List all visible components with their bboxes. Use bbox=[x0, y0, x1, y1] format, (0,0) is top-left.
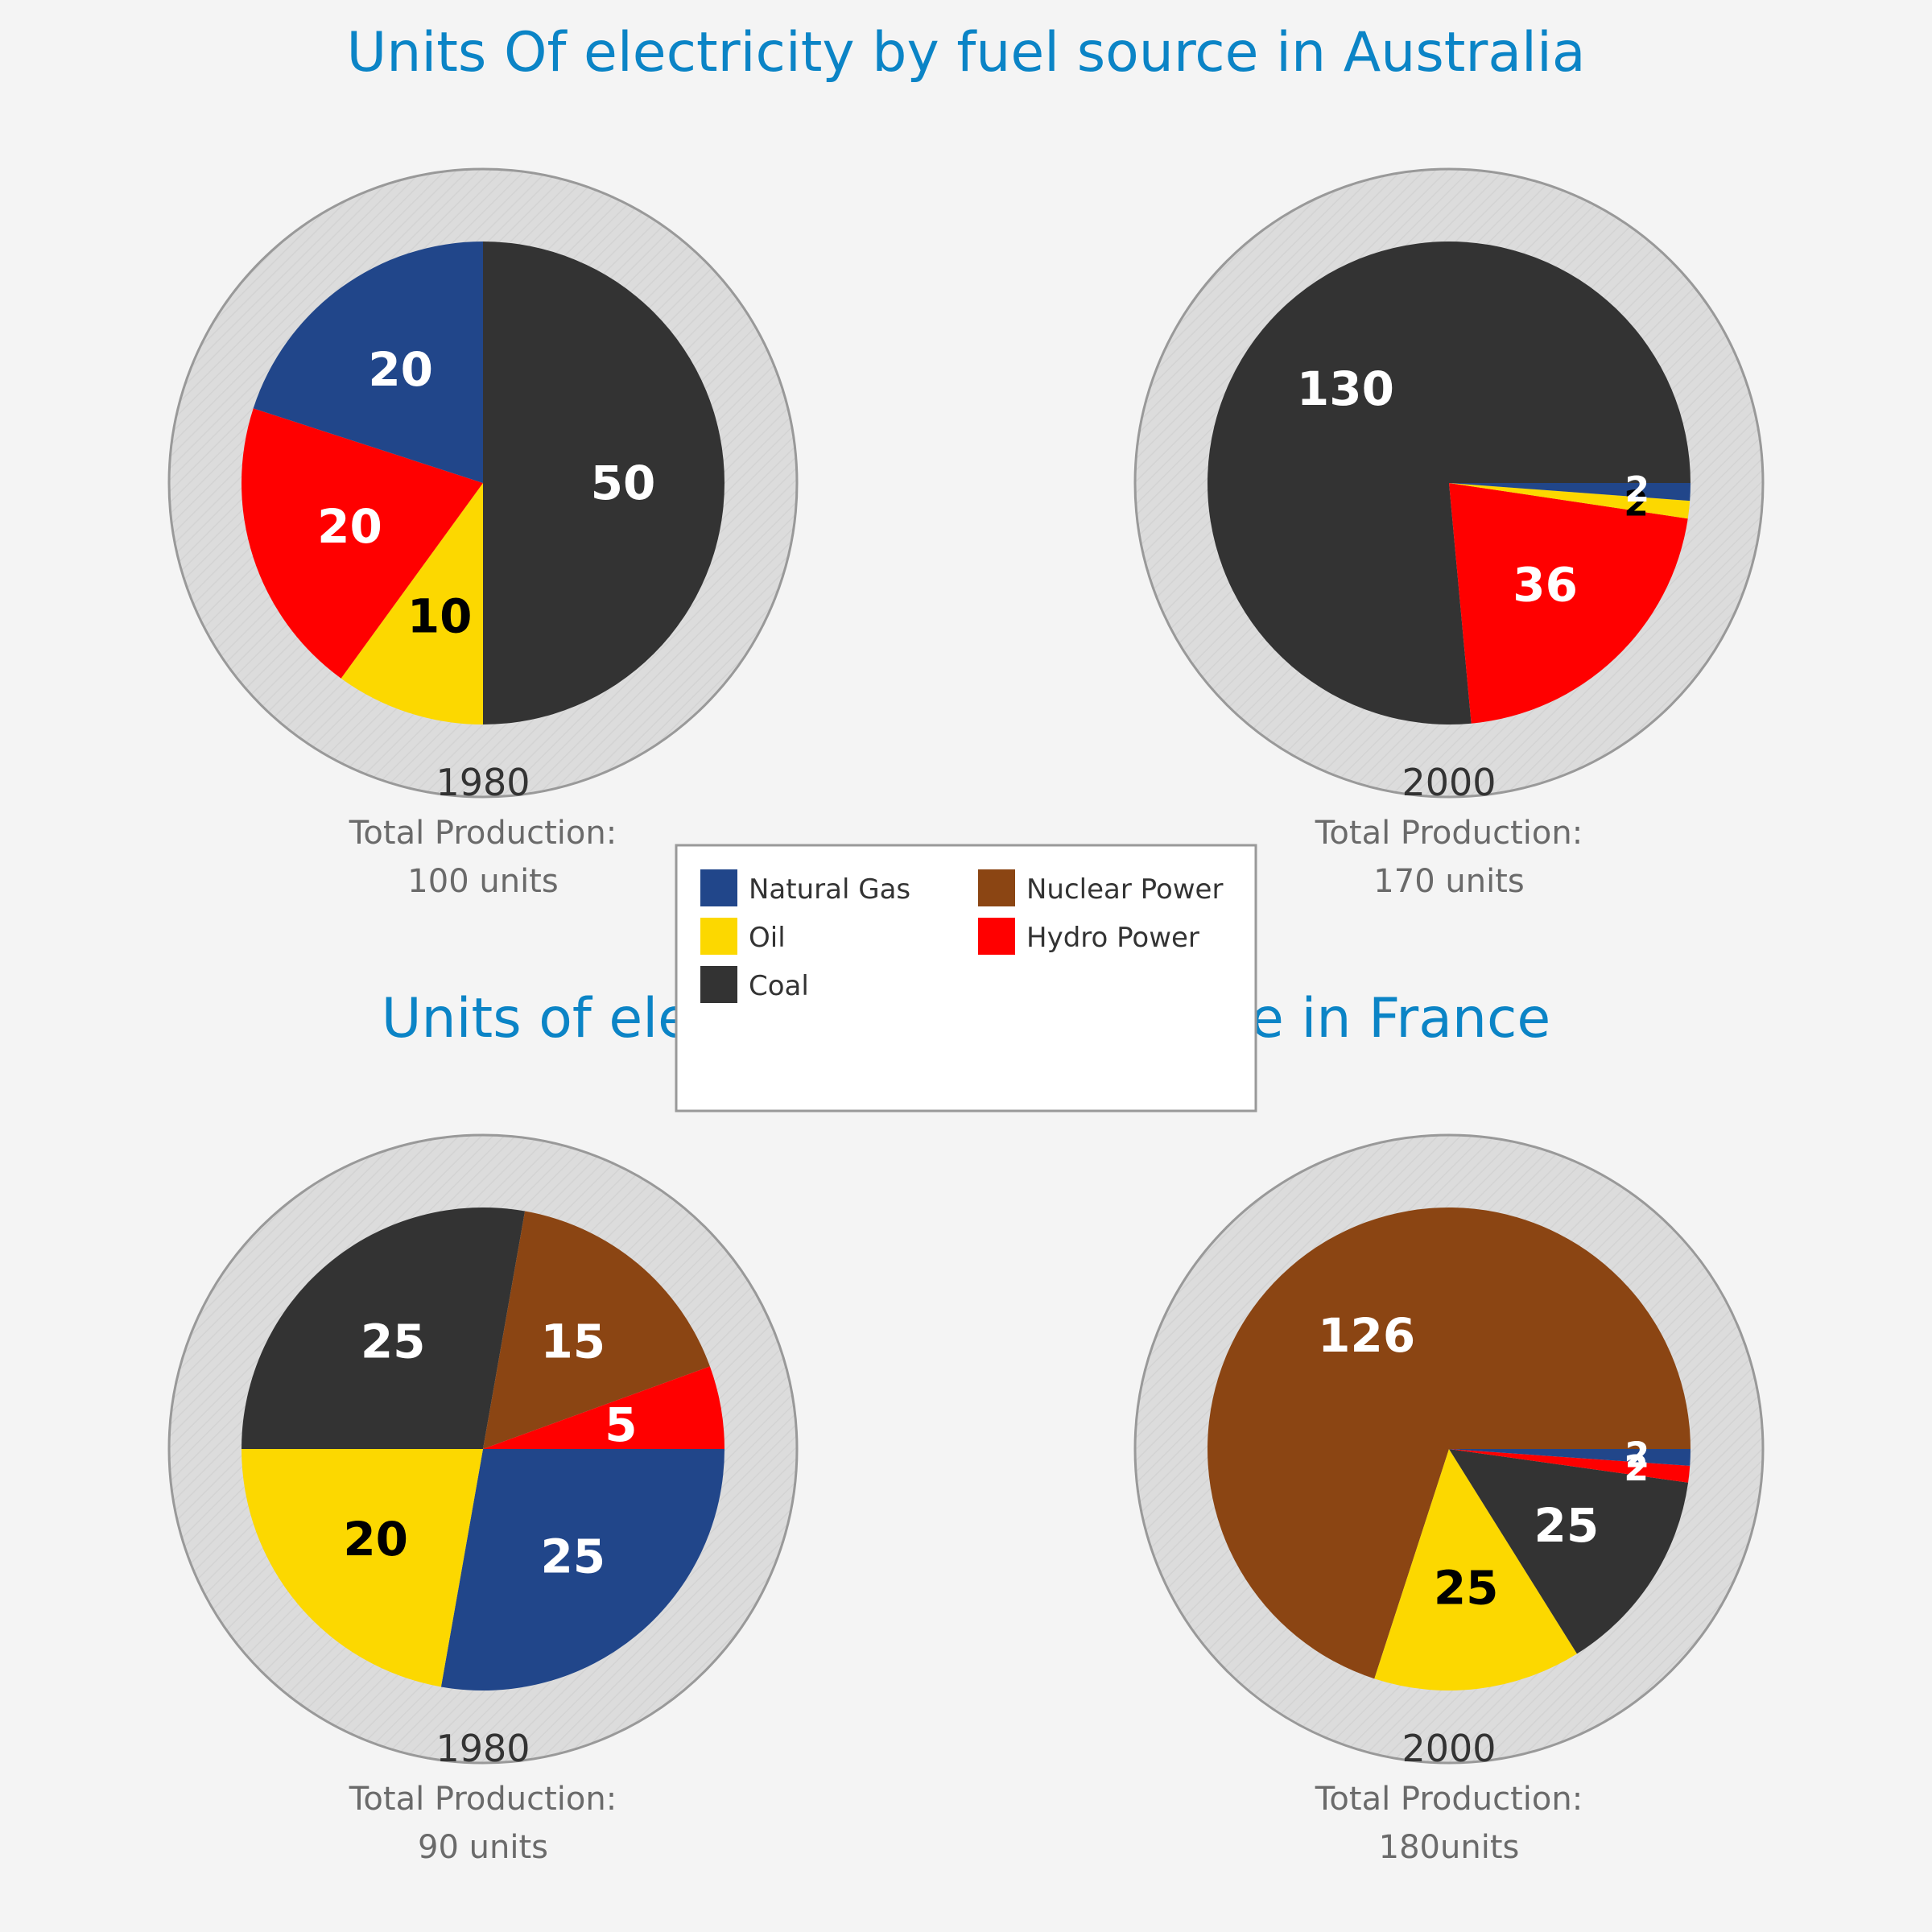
slice-nuclear-power bbox=[483, 1211, 710, 1449]
pie-year-label: 2000 bbox=[1402, 1727, 1496, 1770]
slice-oil bbox=[1449, 483, 1690, 519]
slice-hydro-power bbox=[1449, 483, 1688, 724]
pie-year-label: 2000 bbox=[1402, 761, 1496, 804]
slice-natural-gas bbox=[1449, 1449, 1690, 1466]
slice-label-oil: 10 bbox=[407, 589, 473, 644]
slice-label-natural-gas: 20 bbox=[368, 342, 433, 397]
total-production-label: 180units bbox=[1379, 1829, 1520, 1866]
slice-coal bbox=[1449, 1449, 1689, 1654]
total-production-label: Total Production: bbox=[1315, 815, 1583, 852]
pie-australia-2000: 130 36 22 2000 Total Production: 170 units bbox=[1133, 167, 1765, 900]
pie-year-label: 1980 bbox=[436, 1727, 530, 1770]
slice-label-hydro-power: 5 bbox=[605, 1397, 637, 1452]
legend-item-nuclear-power: Nuclear Power bbox=[978, 869, 1223, 906]
total-production-label: Total Production: bbox=[1315, 1781, 1583, 1818]
slice-label-nuclear-power: 126 bbox=[1318, 1308, 1415, 1363]
legend-swatch bbox=[700, 918, 737, 955]
legend-label: Hydro Power bbox=[1026, 922, 1199, 954]
slice-label-oil: 20 bbox=[343, 1512, 408, 1567]
pie-australia-1980: 50 10 20 20 1980 Total Production: 100 units bbox=[167, 167, 799, 900]
total-production-label: 170 units bbox=[1373, 863, 1524, 900]
slice-natural-gas bbox=[1449, 483, 1690, 502]
slice-label-hydro-power: 36 bbox=[1513, 557, 1578, 612]
slice-coal bbox=[483, 242, 724, 724]
legend-label: Natural Gas bbox=[749, 873, 910, 906]
legend-swatch bbox=[978, 918, 1015, 955]
legend-item-natural-gas: Natural Gas bbox=[700, 869, 910, 906]
slice-label-natural-gas: 2 bbox=[1625, 1435, 1650, 1476]
pie-france-2000: 126 25 25 22 2000 Total Production: 180units bbox=[1133, 1133, 1765, 1866]
legend-box bbox=[675, 844, 1257, 1113]
legend-label: Oil bbox=[749, 922, 786, 954]
slice-label-hydro-power: 2 bbox=[1624, 1448, 1649, 1489]
slice-label-oil: 2 bbox=[1624, 483, 1649, 524]
slice-label-coal: 25 bbox=[361, 1315, 426, 1369]
total-production-label: Total Production: bbox=[349, 1781, 617, 1818]
slice-oil bbox=[242, 1449, 483, 1687]
legend-label: Coal bbox=[749, 970, 809, 1002]
slice-label-hydro-power: 20 bbox=[317, 499, 382, 554]
slice-label-natural-gas: 25 bbox=[540, 1529, 605, 1583]
slice-hydro-power bbox=[1449, 1449, 1690, 1483]
slice-nuclear-power bbox=[1207, 1208, 1690, 1679]
legend-item-oil: Oil bbox=[700, 918, 786, 955]
legend-swatch bbox=[978, 869, 1015, 906]
slice-label-oil: 25 bbox=[1434, 1561, 1499, 1616]
slice-label-nuclear-power: 15 bbox=[540, 1315, 605, 1369]
legend-item-hydro-power: Hydro Power bbox=[978, 918, 1199, 955]
slice-hydro-power bbox=[241, 408, 483, 679]
slice-oil bbox=[341, 483, 483, 724]
slice-coal bbox=[242, 1208, 526, 1449]
legend-swatch bbox=[700, 869, 737, 906]
total-production-label: 100 units bbox=[407, 863, 558, 900]
pie-year-label: 1980 bbox=[436, 761, 530, 804]
pie-charts: 50 10 20 20 1980 Total Production: 100 units 13… bbox=[167, 167, 1765, 1866]
slice-label-coal: 25 bbox=[1534, 1498, 1600, 1553]
slice-natural-gas bbox=[253, 242, 483, 483]
legend: Natural Gas Nuclear Power Oil Hydro Power Co… bbox=[675, 844, 1257, 1113]
slice-oil bbox=[1374, 1449, 1577, 1691]
legend-label: Nuclear Power bbox=[1026, 873, 1223, 906]
pie-france-1980: 25 20 25 155 1980 Total Production: 90 units bbox=[167, 1133, 799, 1866]
total-production-label: 90 units bbox=[418, 1829, 548, 1866]
slice-label-coal: 130 bbox=[1297, 361, 1394, 416]
australia-title: Units Of electricity by fuel source in A… bbox=[346, 21, 1585, 85]
slice-natural-gas bbox=[440, 1449, 724, 1690]
slice-label-natural-gas: 2 bbox=[1624, 469, 1649, 510]
slice-label-coal: 50 bbox=[591, 456, 656, 510]
slice-hydro-power bbox=[483, 1366, 724, 1449]
total-production-label: Total Production: bbox=[349, 815, 617, 852]
slice-coal bbox=[1208, 241, 1690, 724]
legend-item-coal: Coal bbox=[700, 966, 809, 1003]
legend-swatch bbox=[700, 966, 737, 1003]
